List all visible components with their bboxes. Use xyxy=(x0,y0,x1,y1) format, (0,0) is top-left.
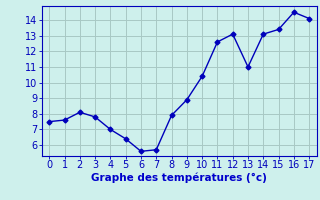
X-axis label: Graphe des températures (°c): Graphe des températures (°c) xyxy=(91,173,267,183)
